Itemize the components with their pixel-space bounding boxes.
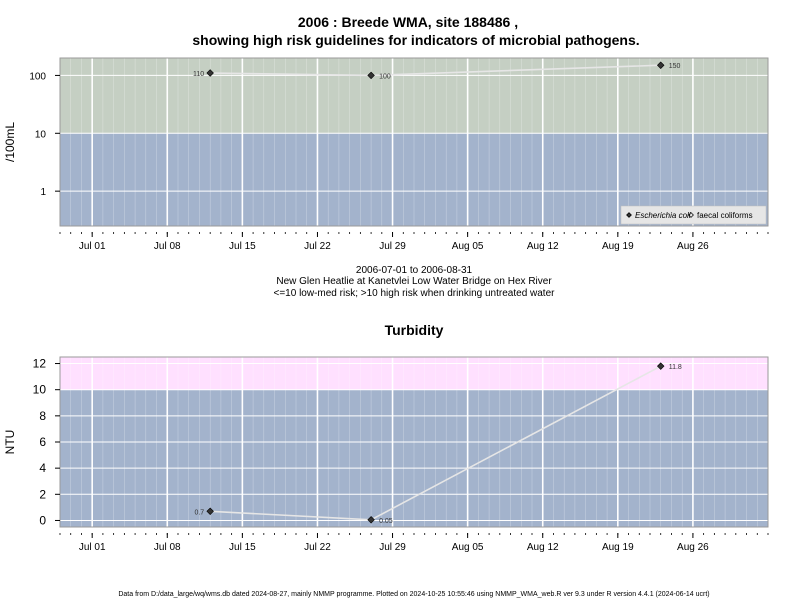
data-label: 150 <box>669 63 681 70</box>
legend-marker <box>688 212 694 218</box>
data-point <box>367 71 375 80</box>
y-tick-label: 10 <box>33 383 47 397</box>
y-tick-label: 12 <box>33 357 47 371</box>
data-point <box>367 516 375 524</box>
caption-line-3: <=10 low-med risk; >10 high risk when dr… <box>274 288 556 299</box>
x-tick-label: Jul 01 <box>79 542 106 553</box>
data-label: 11.8 <box>669 364 682 371</box>
y-tick-label: 1 <box>40 187 46 198</box>
x-tick-label: Jul 29 <box>379 542 406 553</box>
footer-note: Data from D:/data_large/wq/wms.db dated … <box>118 591 709 598</box>
legend-label: faecal coliforms <box>697 211 753 220</box>
chart-title: 2006 : Breede WMA, site 188486 , <box>298 14 518 30</box>
x-tick-label: Jul 22 <box>304 542 331 553</box>
chart-subtitle: showing high risk guidelines for indicat… <box>192 32 639 48</box>
data-label: 0.05 <box>379 518 393 525</box>
data-label: 110 <box>193 71 204 78</box>
caption-line-2: New Glen Heatlie at Kanetvlei Low Water … <box>276 276 552 287</box>
y-tick-label: 6 <box>39 435 46 449</box>
y-tick-label: 2 <box>39 487 46 501</box>
caption-line-1: 2006-07-01 to 2006-08-31 <box>356 265 473 276</box>
x-tick-label: Jul 22 <box>304 241 331 252</box>
legend-marker <box>626 212 632 218</box>
x-tick-label: Aug 12 <box>527 542 559 553</box>
data-point <box>657 61 665 69</box>
turbidity-title: Turbidity <box>385 322 444 338</box>
y-tick-label: 4 <box>39 461 46 475</box>
x-tick-label: Jul 01 <box>79 241 106 252</box>
x-tick-label: Aug 26 <box>677 542 709 553</box>
data-label: 100 <box>379 73 391 80</box>
data-point <box>657 362 665 370</box>
y-tick-label: 100 <box>29 71 46 82</box>
x-tick-label: Aug 19 <box>602 542 634 553</box>
y-tick-label: 10 <box>35 129 47 140</box>
data-label: 0.7 <box>194 509 204 516</box>
x-tick-label: Aug 12 <box>527 241 559 252</box>
x-tick-label: Aug 05 <box>452 241 484 252</box>
x-tick-label: Aug 19 <box>602 241 634 252</box>
x-tick-label: Jul 15 <box>229 542 256 553</box>
y-axis-label: NTU <box>3 430 17 455</box>
data-point <box>206 69 214 77</box>
y-tick-label: 8 <box>39 409 46 423</box>
x-tick-label: Jul 08 <box>154 542 181 553</box>
x-tick-label: Jul 29 <box>379 241 406 252</box>
x-tick-label: Aug 05 <box>452 542 484 553</box>
plot-frame <box>59 57 769 227</box>
x-tick-label: Jul 08 <box>154 241 181 252</box>
y-tick-label: 0 <box>39 513 46 527</box>
data-point <box>206 507 214 516</box>
legend-label: Escherichia coli <box>635 211 691 220</box>
y-axis-label: /100mL <box>3 122 17 162</box>
x-tick-label: Jul 15 <box>229 241 256 252</box>
turbidity-panel: 0 2 4 6 8 10 12 NTU Jul 01 Jul 08 Jul 15 Jul 22 Jul … <box>3 356 769 553</box>
x-tick-label: Aug 26 <box>677 241 709 252</box>
